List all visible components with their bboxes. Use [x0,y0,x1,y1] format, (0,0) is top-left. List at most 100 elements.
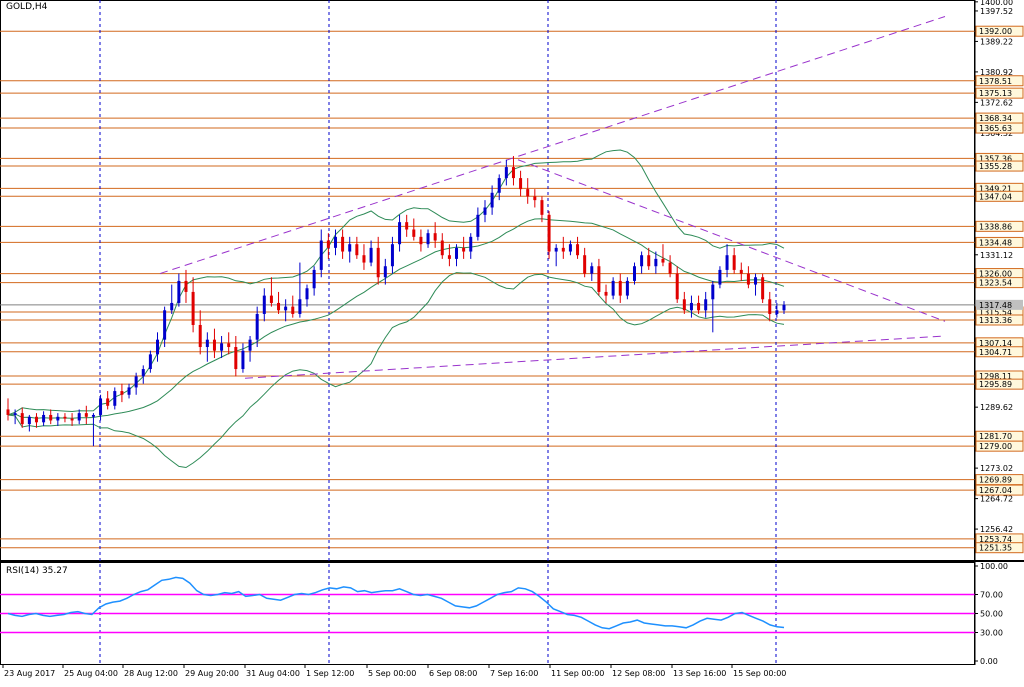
current-price-label-box [976,299,1023,310]
candle-body [170,302,174,311]
price-level-label: 1323.54 [979,279,1012,288]
candle-body [362,255,366,263]
candle-body [576,244,580,256]
candle-body [746,273,750,285]
price-level-label: 1355.28 [979,162,1012,171]
price-level-label-box [975,190,1024,202]
candle-body [618,280,622,296]
bollinger-lower-band [7,272,785,469]
candle-body [604,291,608,296]
candle-body [198,324,202,348]
bollinger-middle-band [7,218,785,419]
price-level-label: 1368.34 [979,114,1012,123]
rsi-axis-label: 30.00 [980,629,1003,638]
price-level-label-box [975,378,1024,390]
price-level-label-box [975,220,1024,232]
candle-body [554,247,558,252]
candle-body [611,280,615,296]
candle-body [476,214,480,237]
price-level-label-box [975,160,1024,172]
price-level-label-box [975,440,1024,452]
candle-body [141,369,145,377]
candle-body [519,178,523,190]
candle-body [148,354,152,370]
time-axis-label: 12 Sep 08:00 [612,669,665,678]
price-axis-label: 1372.62 [980,98,1013,107]
candle-body [326,240,330,248]
candle-body [63,416,67,419]
candle-body [91,414,95,417]
candle-body [262,295,266,314]
price-level-label: 1334.48 [979,238,1012,247]
price-level-label: 1315.54 [979,308,1012,317]
price-level-label: 1347.04 [979,192,1012,201]
price-level-label: 1281.70 [979,432,1012,441]
candle-body [782,304,786,311]
candle-body [697,302,701,311]
price-level-label: 1326.00 [979,270,1012,279]
price-level-label-box [975,75,1024,87]
price-level-label-box [975,236,1024,248]
candle-body [547,214,551,252]
candle-body [248,339,252,351]
candle-body [440,240,444,256]
price-level-label: 1365.63 [979,124,1012,133]
candle-body [561,247,565,252]
price-axis-label: 1331.12 [980,251,1013,260]
time-axis-label: 23 Aug 2017 [4,669,55,678]
candle-body [127,387,131,395]
price-level-label: 1357.36 [979,154,1012,163]
candle-body [355,244,359,256]
candle-body [469,236,473,252]
candle-body [647,255,651,267]
candle-body [333,236,337,248]
candle-body [455,247,459,259]
candle-body [426,233,430,245]
price-axis-label: 1256.42 [980,525,1013,534]
price-level-label: 1338.86 [979,222,1012,231]
candle-body [177,280,181,303]
candle-body [568,244,572,252]
time-axis-label: 1 Sep 12:00 [306,669,354,678]
time-axis-label: 6 Sep 08:00 [429,669,477,678]
candle-body [34,416,38,423]
candle-body [220,343,224,351]
candle-body [497,178,501,193]
candle-body [583,255,587,274]
candle-body [134,376,138,388]
candle-body [49,414,53,421]
price-axis-label: 1389.22 [980,37,1013,46]
candle-body [77,413,81,421]
candle-body [654,258,658,267]
trendline [517,159,946,322]
rsi-axis-label: 70.00 [980,591,1003,600]
candle-body [689,302,693,311]
rsi-axis-label: 0.00 [980,657,998,666]
price-level-label-box [975,277,1024,289]
candle-body [739,269,743,274]
time-axis-label: 7 Sep 16:00 [490,669,538,678]
candle-body [398,222,402,245]
candle-body [405,222,409,230]
candle-body [106,398,110,406]
candle-body [227,343,231,348]
candle-body [241,350,245,370]
candle-body [305,288,309,300]
price-axis-label: 1400.00 [980,0,1013,7]
price-level-label-box [975,122,1024,134]
candle-body [212,339,216,351]
candle-body [376,247,380,278]
price-level-label-box [975,484,1024,496]
candle-body [20,413,24,425]
candle-body [156,339,160,355]
candle-body [754,277,758,285]
price-level-label-box [975,87,1024,99]
candle-body [483,207,487,215]
candle-body [369,247,373,263]
candle-body [511,167,515,179]
price-axis-label: 1380.92 [980,68,1013,77]
candle-body [704,299,708,311]
current-price-label: 1317.48 [979,301,1012,310]
